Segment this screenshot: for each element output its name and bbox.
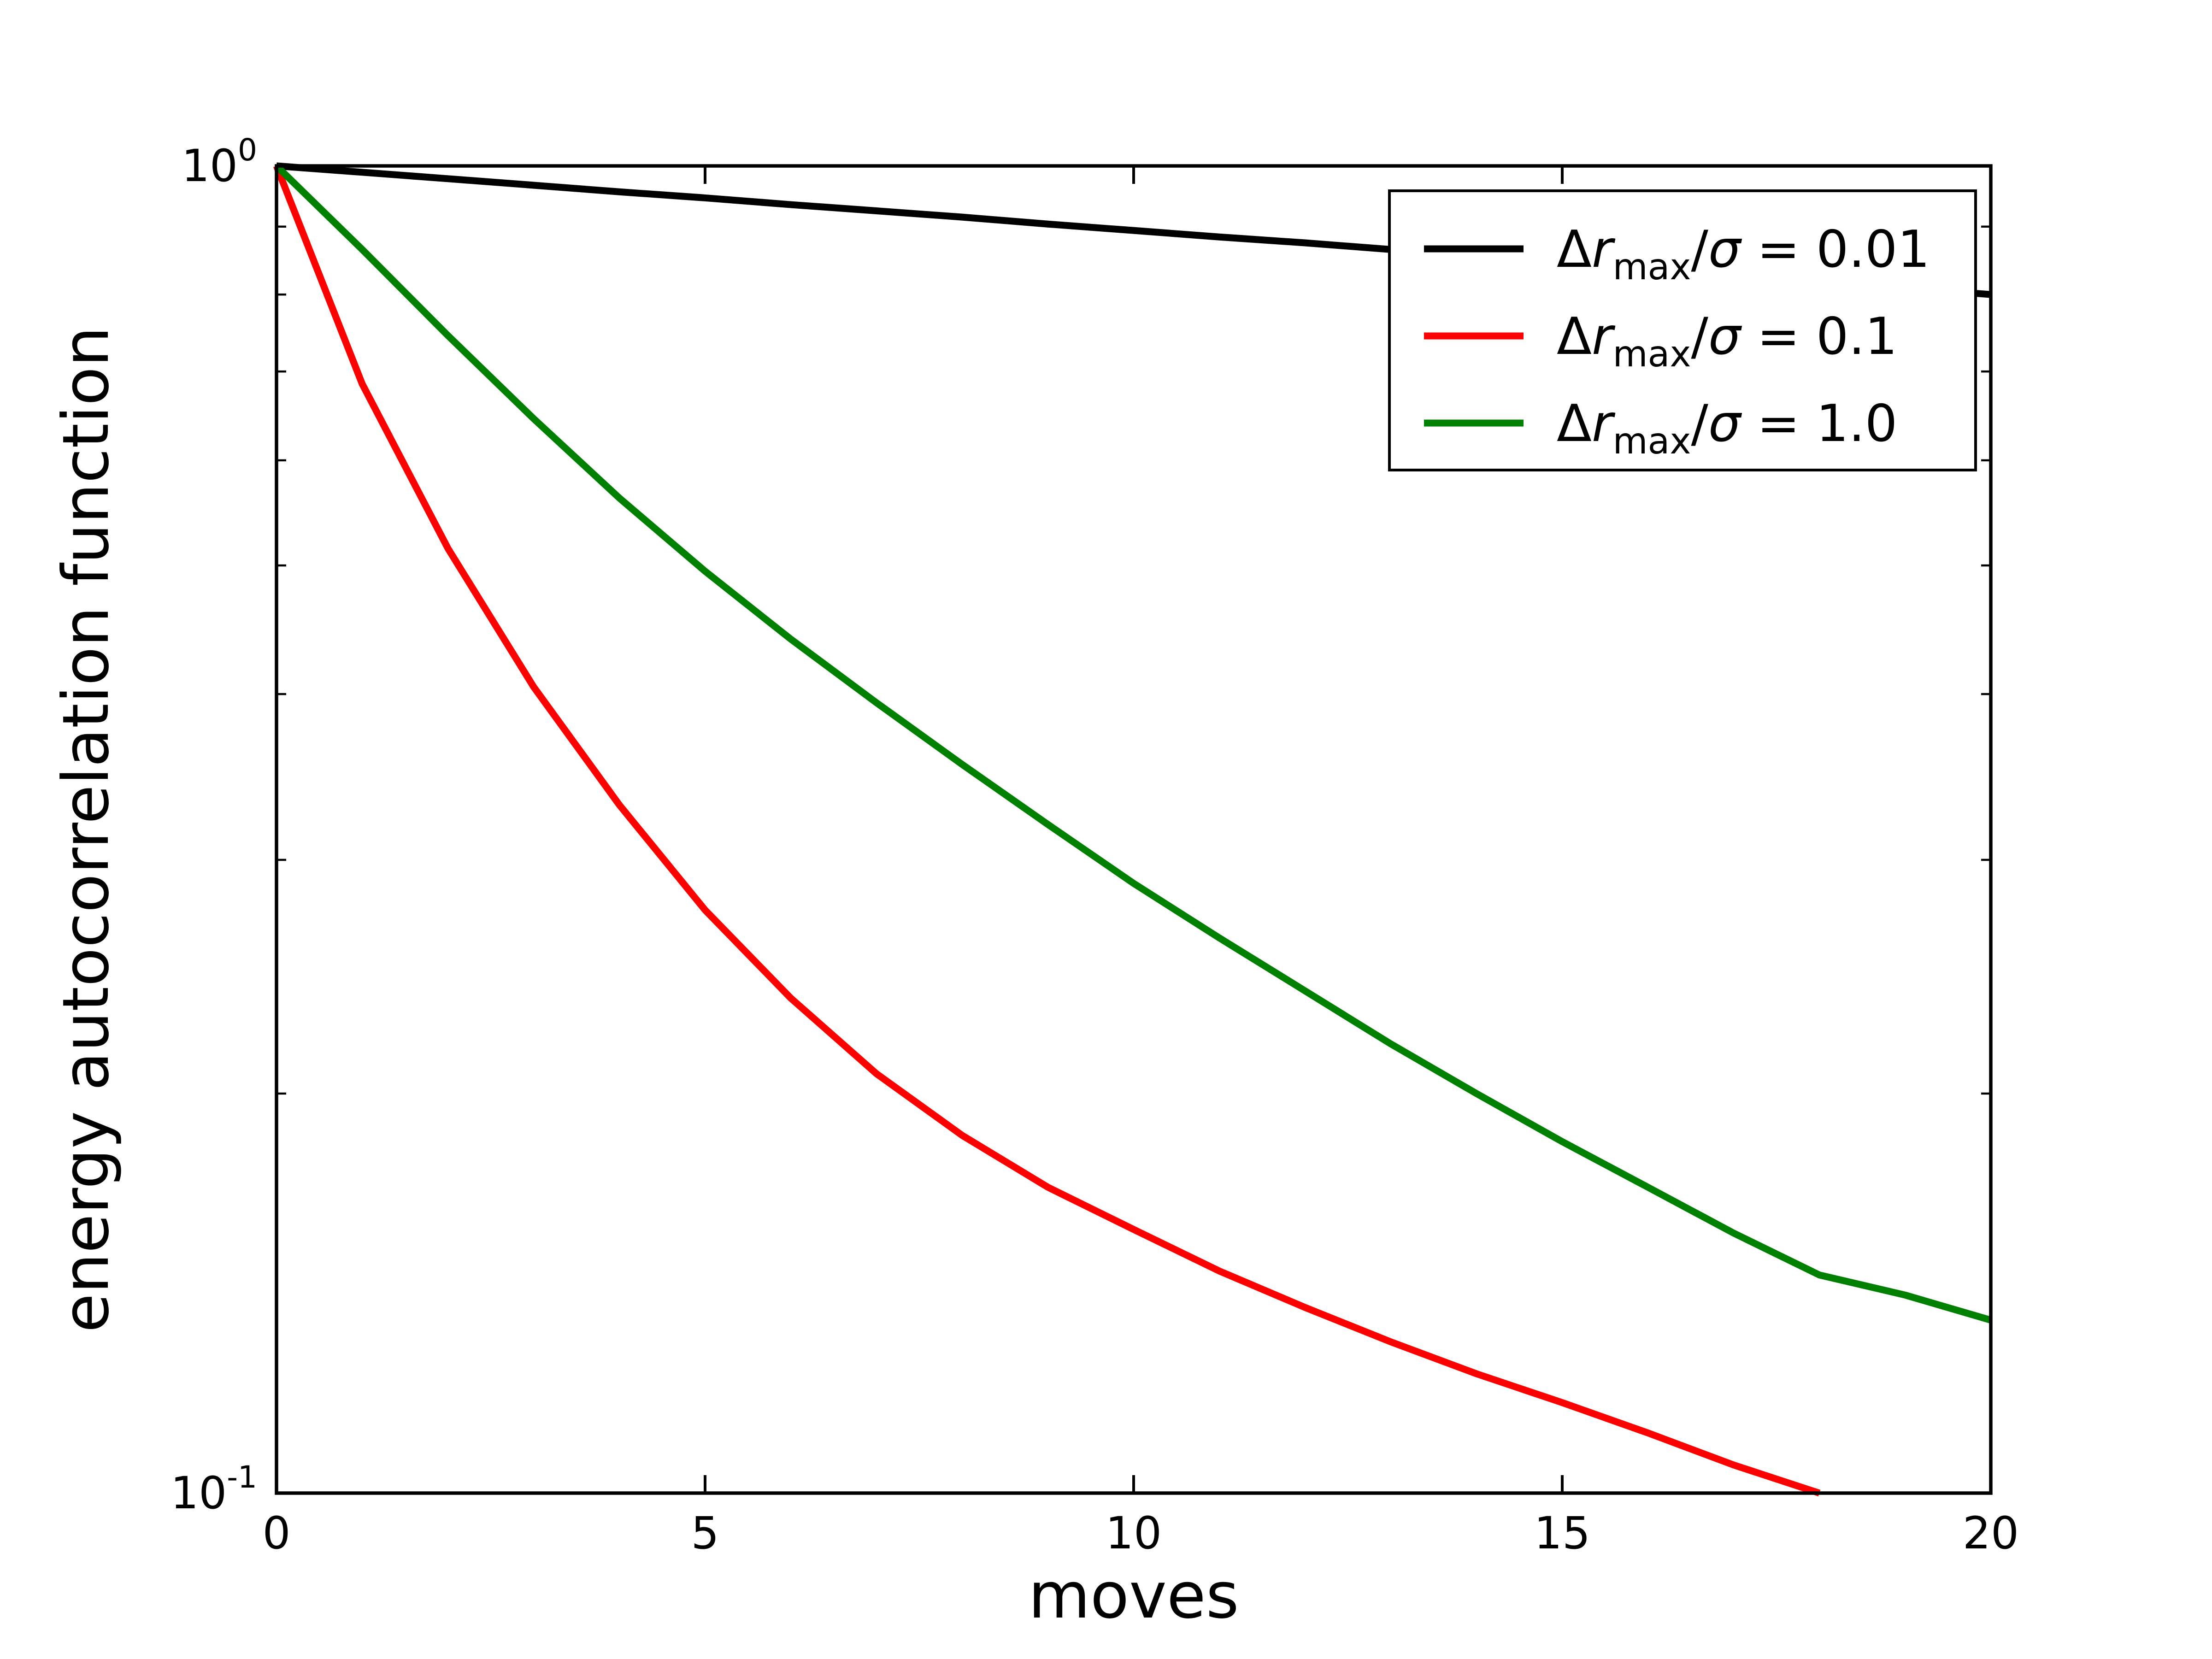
y-tick-label: 10-1 — [171, 1459, 257, 1519]
x-tick-label: 10 — [1106, 1507, 1162, 1559]
x-tick-label: 0 — [262, 1507, 290, 1559]
x-tick-label: 5 — [691, 1507, 719, 1559]
x-tick-label: 15 — [1534, 1507, 1590, 1559]
legend: Δrmax/σ = 0.01 Δrmax/σ = 0.1 Δrmax/σ = 1.0 — [1388, 189, 1977, 471]
series-line-drmax-0p1 — [273, 165, 1821, 1497]
x-tick-label: 20 — [1963, 1507, 2019, 1559]
y-axis-label: energy autocorrelation function — [49, 326, 123, 1332]
legend-label-drmax-0p01: Δrmax/σ = 0.01 — [1557, 220, 1930, 288]
x-axis-label: moves — [1028, 1559, 1239, 1633]
series-line-drmax-1p0 — [274, 163, 1992, 1324]
legend-label-drmax-0p1: Δrmax/σ = 0.1 — [1557, 307, 1897, 375]
y-tick-label: 100 — [182, 132, 257, 192]
legend-label-drmax-1p0: Δrmax/σ = 1.0 — [1557, 394, 1897, 462]
ticks-group: 0 5 10 15 20 100 10-1 — [171, 132, 2019, 1559]
